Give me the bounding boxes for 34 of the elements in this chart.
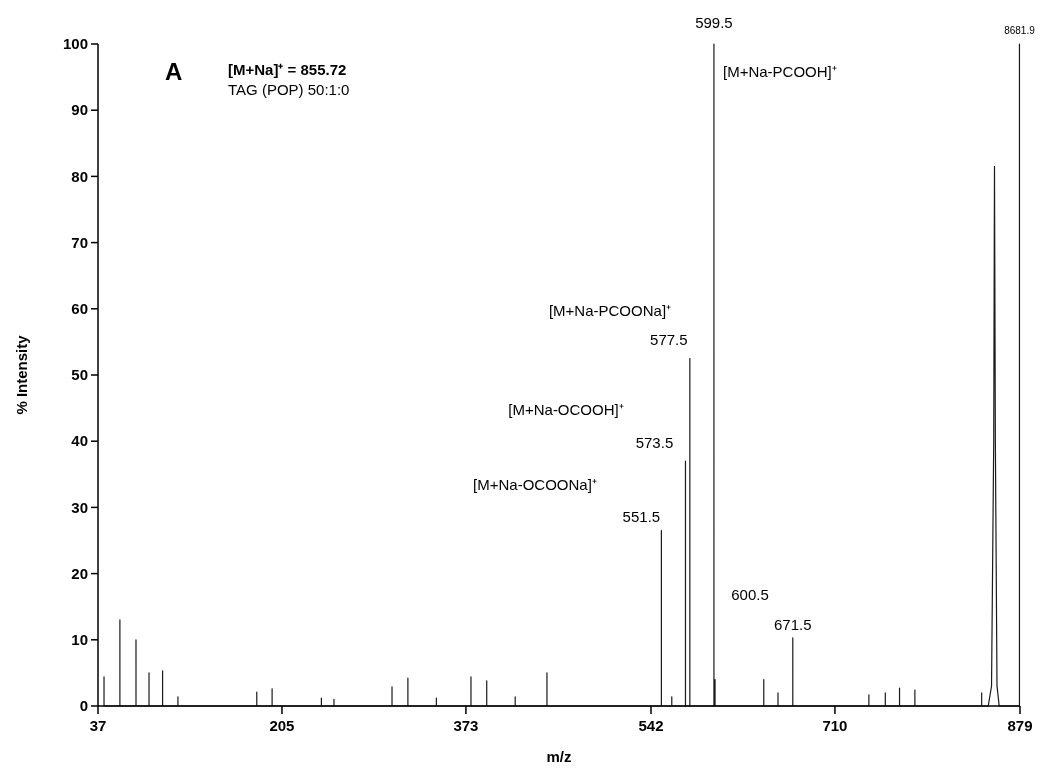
annotation: A xyxy=(165,58,183,85)
annotation: 551.5 xyxy=(622,507,661,525)
x-tick-label: 879 xyxy=(1007,717,1033,734)
y-tick-label: 50 xyxy=(71,366,88,384)
y-tick-label: 0 xyxy=(79,697,88,715)
annotation: 599.5 xyxy=(695,14,733,31)
annotation: [M+Na]⁺ = 855.72 xyxy=(228,61,347,78)
annotation: TAG (POP) 50:1:0 xyxy=(228,81,350,98)
annotation: [M+Na-OCOONa]⁺ xyxy=(473,476,597,493)
x-axis-title: m/z xyxy=(546,748,572,765)
annotation: 573.5 xyxy=(635,434,674,452)
annotation: [M+Na-PCOOH]⁺ xyxy=(723,63,837,80)
y-axis-title: % Intensity xyxy=(13,334,30,415)
annotation: [M+Na-OCOOH]⁺ xyxy=(508,401,624,418)
x-tick-label: 710 xyxy=(822,717,848,734)
annotation: 600.5 xyxy=(731,586,769,603)
y-tick-label: 10 xyxy=(71,631,88,649)
y-tick-label: 20 xyxy=(71,564,88,582)
y-tick-label: 40 xyxy=(71,432,88,450)
y-tick-label: 60 xyxy=(71,300,88,318)
x-tick-label: 205 xyxy=(269,717,295,734)
y-tick-label: 80 xyxy=(71,167,88,185)
annotation: 8681.9 xyxy=(1004,25,1036,36)
annotation: 577.5 xyxy=(650,331,688,349)
y-tick-label: 30 xyxy=(71,498,88,516)
y-tick-label: 70 xyxy=(71,233,88,251)
annotation: 671.5 xyxy=(774,615,812,633)
x-tick-label: 542 xyxy=(638,717,664,734)
annotation: [M+Na-PCOONa]⁺ xyxy=(548,302,672,319)
y-tick-label: 90 xyxy=(71,101,88,119)
x-tick-label: 373 xyxy=(453,717,479,734)
x-tick-label: 37 xyxy=(89,717,107,734)
y-tick-label: 100 xyxy=(62,35,88,53)
line-series xyxy=(103,43,1021,707)
